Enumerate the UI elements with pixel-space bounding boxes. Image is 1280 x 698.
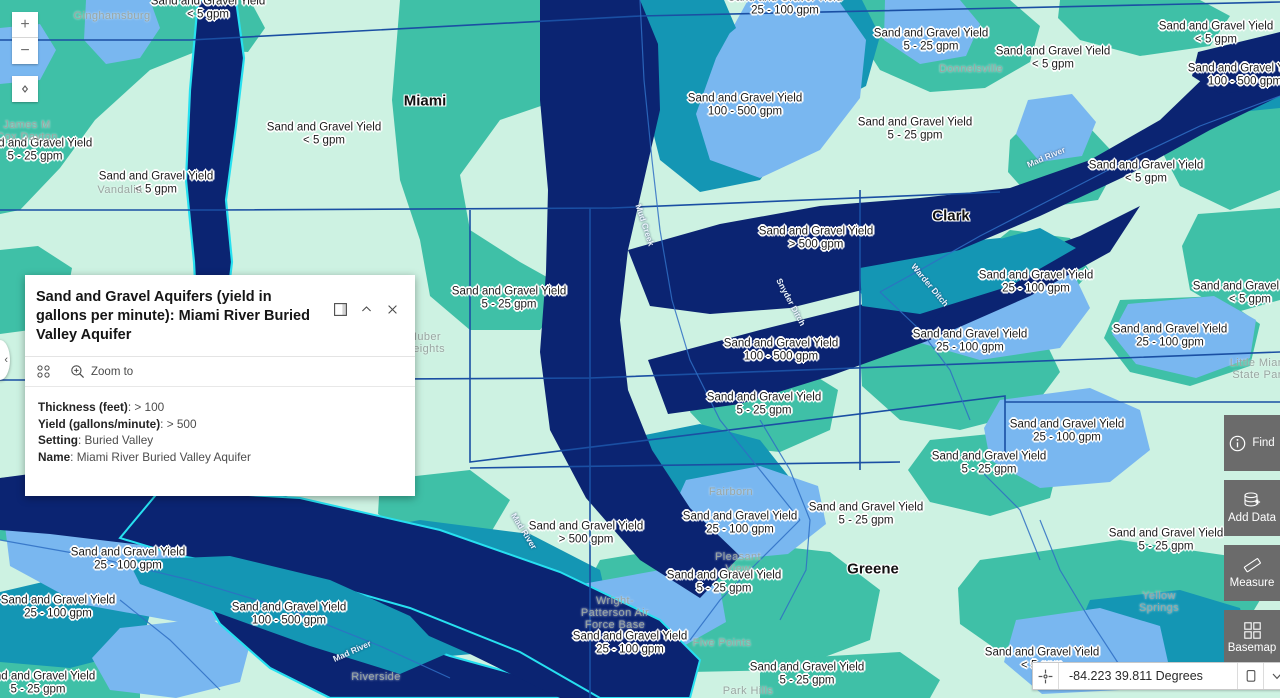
popup-field: Name: Miami River Buried Valley Aquifer	[38, 449, 251, 464]
popup-zoom-to-button[interactable]: Zoom to	[70, 364, 133, 379]
map-tools-toolbar: Find Add Data Measure	[1224, 415, 1280, 666]
info-circle-icon	[1229, 435, 1246, 452]
locate-crosshair-icon	[18, 82, 32, 96]
popup-field-value: > 500	[166, 416, 197, 431]
crosshair-icon	[1038, 669, 1053, 684]
popup-header: Sand and Gravel Aquifers (yield in gallo…	[25, 275, 415, 357]
basemap-tool-button[interactable]: Basemap	[1224, 610, 1280, 666]
popup-field-key: Thickness (feet)	[38, 400, 128, 414]
popup-field-value: > 100	[134, 400, 165, 414]
zoom-in-button[interactable]: +	[12, 12, 38, 38]
basemap-tool-label: Basemap	[1227, 642, 1277, 654]
find-tool-label: Find	[1252, 436, 1275, 449]
popup-body: Thickness (feet): > 100 Yield (gallons/m…	[25, 387, 415, 496]
find-tool-button[interactable]: Find	[1224, 415, 1280, 471]
coordinate-widget: -84.223 39.811 Degrees	[1032, 662, 1280, 690]
popup-dock-button[interactable]	[327, 296, 353, 322]
chevron-up-icon	[360, 303, 373, 316]
popup-field-key: Yield (gallons/minute)	[38, 416, 161, 431]
popup-field: Setting: Buried Valley	[38, 433, 154, 447]
coordinate-capture-button[interactable]	[1033, 663, 1059, 689]
add-data-tool-button[interactable]: Add Data	[1224, 480, 1280, 536]
popup-title: Sand and Gravel Aquifers (yield in gallo…	[36, 289, 310, 343]
measure-tool-label: Measure	[1229, 577, 1275, 589]
chevron-down-icon	[1270, 669, 1280, 683]
popup-field: Thickness (feet): > 100	[38, 400, 165, 414]
zoom-to-icon	[70, 364, 85, 379]
popup-more-options-button[interactable]	[36, 364, 51, 379]
feature-popup: Sand and Gravel Aquifers (yield in gallo…	[25, 275, 415, 496]
popup-field-key: Setting	[38, 433, 78, 447]
popup-field-key: Name	[38, 449, 71, 464]
zoom-out-button[interactable]: −	[12, 38, 38, 64]
coordinate-options-button[interactable]	[1263, 663, 1280, 689]
popup-field-value: Buried Valley	[84, 433, 154, 447]
copy-icon	[1244, 669, 1258, 683]
left-panel-toggle[interactable]: ‹	[0, 340, 10, 380]
popup-field-value: Miami River Buried Valley Aquifer	[76, 449, 251, 464]
popup-field: Yield (gallons/minute): > 500	[38, 416, 197, 431]
add-data-tool-label: Add Data	[1228, 512, 1276, 524]
coordinate-value: -84.223 39.811 Degrees	[1069, 669, 1203, 683]
popup-collapse-button[interactable]	[353, 296, 379, 322]
measure-tool-button[interactable]: Measure	[1224, 545, 1280, 601]
popup-close-button[interactable]	[379, 296, 405, 322]
basemap-grid-icon	[1243, 621, 1262, 640]
measure-ruler-icon	[1243, 556, 1262, 575]
popup-zoom-to-label: Zoom to	[91, 365, 134, 378]
locate-button[interactable]	[12, 76, 38, 102]
close-icon	[386, 303, 399, 316]
dock-panel-icon	[333, 302, 347, 316]
add-data-icon	[1243, 491, 1262, 510]
popup-action-bar: Zoom to	[25, 357, 415, 387]
grid-dots-icon	[36, 364, 51, 379]
zoom-controls: + −	[12, 12, 38, 64]
chevron-left-icon: ‹	[4, 354, 8, 366]
coordinate-copy-button[interactable]	[1237, 663, 1263, 689]
